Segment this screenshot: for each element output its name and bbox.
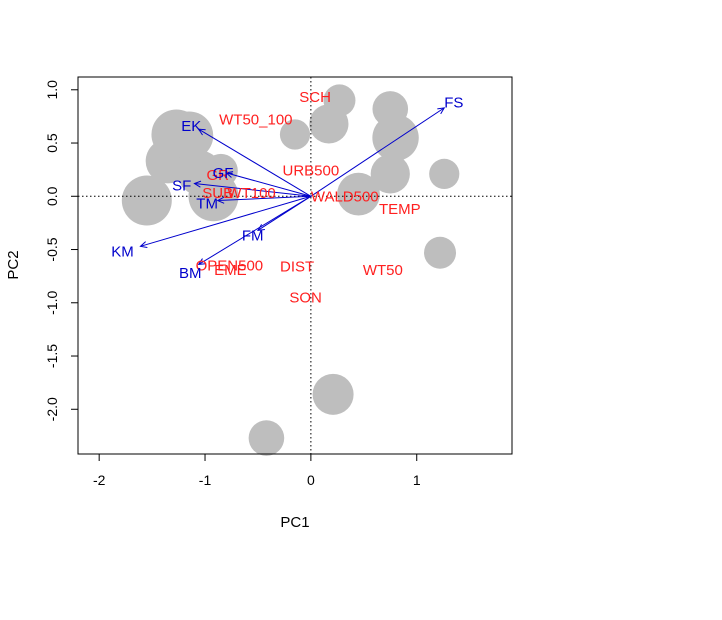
y-tick-label-1: 0.5 [44, 133, 60, 153]
sample-point-0 [121, 175, 172, 226]
env-label-eme: EME [214, 262, 247, 279]
sample-point-6 [204, 153, 238, 188]
env-label-son: SON [289, 289, 322, 306]
y-tick-label-6: -2.0 [44, 397, 60, 421]
x-tick-label-0: -2 [93, 472, 106, 488]
arrow-fs [310, 107, 446, 197]
x-tick-label-1: -1 [199, 472, 212, 488]
y-tick-label-0: 1.0 [44, 80, 60, 100]
env-label-wt50_100: WT50_100 [219, 112, 292, 129]
sample-point-16 [312, 373, 354, 415]
arrow-label-fs: FS [444, 95, 463, 112]
y-axis: 1.0 0.5 0.0 -0.5 -1.0 -1.5 -2.0 [44, 80, 78, 421]
sample-point-12 [372, 114, 419, 161]
arrow-gf [225, 171, 312, 197]
y-tick-label-3: -0.5 [44, 237, 60, 261]
y-tick-label-5: -1.5 [44, 344, 60, 368]
x-tick-label-3: 1 [413, 472, 421, 488]
env-label-sub: SUB [202, 185, 233, 202]
x-tick-label-2: 0 [307, 472, 315, 488]
env-label-temp: TEMP [379, 201, 421, 218]
env-label-wald500: WALD500 [311, 188, 379, 205]
sample-point-14 [429, 158, 460, 190]
arrow-km [139, 195, 312, 248]
arrow-label-km: KM [111, 244, 134, 261]
arrow-label-gf: GF [213, 165, 234, 182]
env-label-wt50: WT50 [363, 262, 403, 279]
y-tick-label-4: -1.0 [44, 290, 60, 314]
arrow-tm [216, 195, 311, 204]
env-label-dist: DIST [280, 259, 314, 276]
sample-point-13 [370, 154, 410, 194]
env-label-open500: OPEN500 [196, 258, 264, 275]
y-axis-title: PC2 [5, 250, 22, 279]
x-axis: -2 -1 0 1 [93, 454, 421, 488]
arrow-label-tm: TM [196, 196, 218, 213]
loading-arrows [139, 107, 446, 266]
arrow-label-bm: BM [179, 265, 202, 282]
env-label-wt100: WT100 [227, 185, 275, 202]
reference-lines [78, 77, 512, 454]
x-axis-title: PC1 [280, 514, 309, 531]
sample-point-10 [337, 172, 380, 216]
plot-frame [77, 76, 513, 455]
env-label-gr: GR [206, 167, 229, 184]
sample-point-7 [279, 119, 311, 150]
env-label-urb500: URB500 [283, 163, 340, 180]
loading-labels: FS EK SF GF TM KM FM BM [111, 95, 463, 282]
arrow-label-fm: FM [242, 228, 264, 245]
arrow-ek [197, 128, 312, 197]
arrow-label-sf: SF [172, 178, 191, 195]
y-tick-label-2: 0.0 [44, 186, 60, 206]
sample-point-3 [165, 111, 214, 160]
sample-point-17 [248, 420, 285, 456]
sample-points [121, 84, 460, 456]
sample-point-15 [424, 236, 457, 269]
sample-point-9 [323, 84, 356, 117]
arrow-bm [197, 195, 312, 266]
arrow-label-ek: EK [181, 118, 201, 135]
arrow-sf [193, 180, 311, 197]
env-label-sch: SCH [299, 89, 331, 106]
